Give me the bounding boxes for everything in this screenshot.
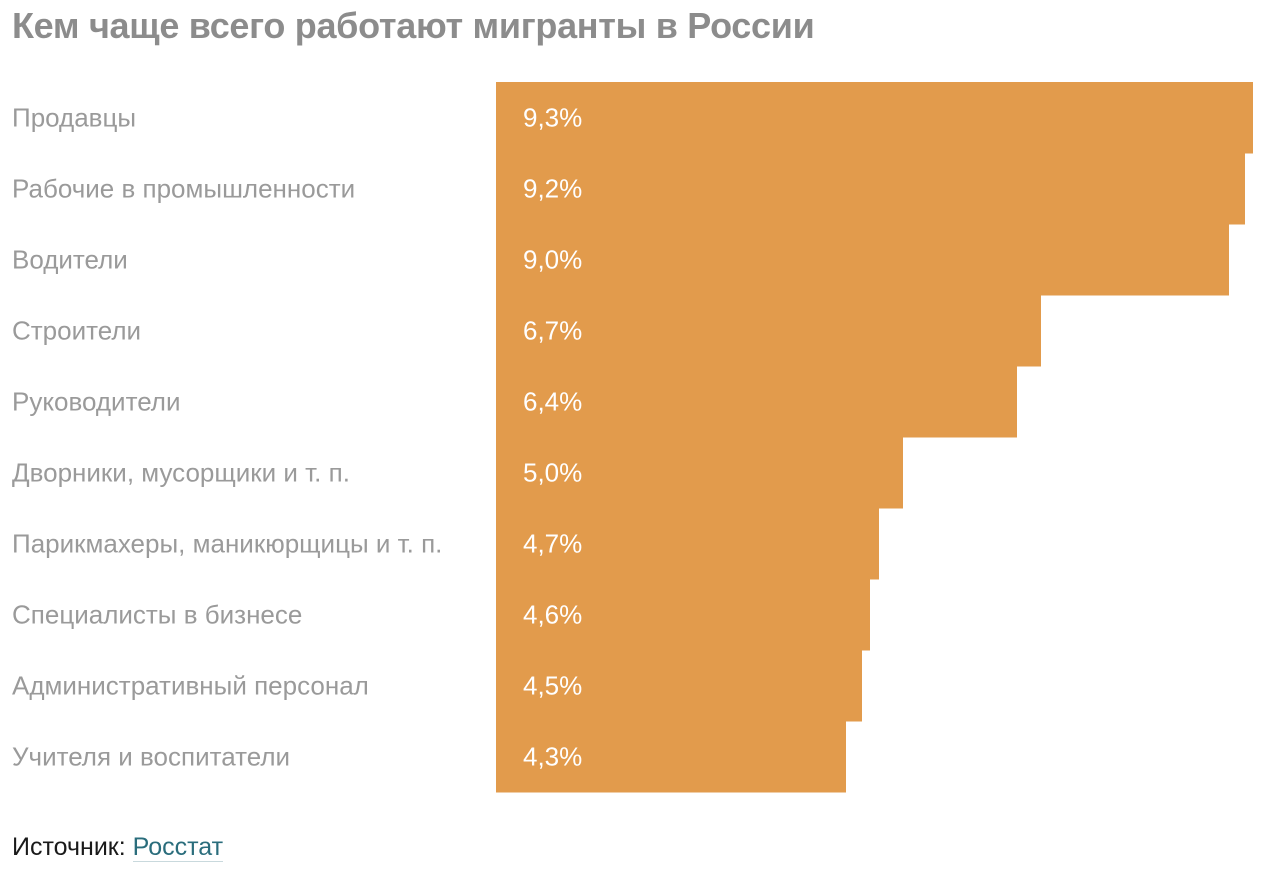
source-prefix: Источник: (12, 833, 133, 861)
category-label-2: Рабочие в промышленности (12, 174, 355, 204)
category-label-7: Парикмахеры, маникюрщицы и т. п. (12, 529, 442, 559)
source-link-rosstat[interactable]: Росстат (132, 833, 224, 862)
bar-6 (496, 437, 903, 509)
value-label-7: 4,7% (523, 529, 582, 559)
category-label-6: Дворники, мусорщики и т. п. (12, 458, 350, 488)
category-label-8: Специалисты в бизнесе (12, 600, 302, 630)
bar-10 (496, 721, 846, 793)
category-label-1: Продавцы (12, 103, 136, 133)
bar-4 (496, 295, 1041, 367)
value-label-4: 6,7% (523, 316, 582, 346)
bar-9 (496, 650, 862, 722)
chart-title: Кем чаще всего работают мигранты в Росси… (12, 5, 815, 46)
value-label-6: 5,0% (523, 458, 582, 488)
bar-1 (496, 82, 1253, 154)
value-label-5: 6,4% (523, 387, 582, 417)
category-label-10: Учителя и воспитатели (12, 742, 290, 772)
bar-2 (496, 153, 1245, 225)
category-label-5: Руководители (12, 387, 180, 417)
bar-8 (496, 579, 870, 651)
value-label-10: 4,3% (523, 742, 582, 772)
category-label-9: Административный персонал (12, 671, 369, 701)
category-label-4: Строители (12, 316, 141, 346)
source-line: Источник: Росстат (12, 830, 224, 864)
value-label-3: 9,0% (523, 245, 582, 275)
bar-3 (496, 224, 1229, 296)
category-label-3: Водители (12, 245, 128, 275)
value-label-8: 4,6% (523, 600, 582, 630)
bar-5 (496, 366, 1017, 438)
bar-7 (496, 508, 879, 580)
value-label-9: 4,5% (523, 671, 582, 701)
value-label-2: 9,2% (523, 174, 582, 204)
value-label-1: 9,3% (523, 103, 582, 133)
